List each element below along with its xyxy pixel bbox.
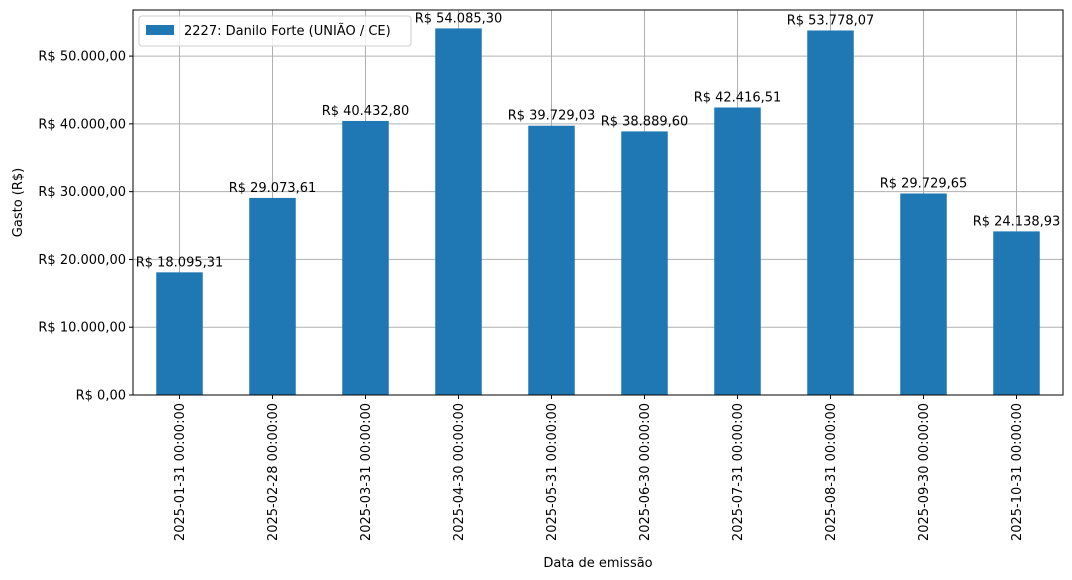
bar [156, 272, 203, 395]
x-tick-label: 2025-08-31 00:00:00 [824, 403, 839, 541]
data-label: R$ 53.778,07 [787, 13, 875, 28]
bars [156, 28, 1040, 396]
bar [993, 231, 1040, 395]
x-axis-ticks: 2025-01-31 00:00:00 2025-02-28 00:00:00 20… [173, 395, 1025, 541]
x-tick-label: 2025-09-30 00:00:00 [917, 403, 932, 541]
y-axis-ticks: R$ 0,00 R$ 10.000,00 R$ 20.000,00 R$ 30.000… [38, 50, 133, 404]
data-label: R$ 39.729,03 [508, 109, 596, 124]
bar [342, 120, 389, 396]
data-labels: R$ 18.095,31 R$ 29.073,61 R$ 40.432,80 R$ 5… [136, 11, 1061, 270]
bar [249, 197, 296, 395]
x-tick-label: 2025-04-30 00:00:00 [452, 403, 467, 541]
data-label: R$ 54.085,30 [415, 11, 503, 26]
y-tick-label: R$ 10.000,00 [38, 321, 126, 336]
legend: 2227: Danilo Forte (UNIÃO / CE) [138, 15, 412, 47]
bar [528, 125, 575, 395]
y-tick-label: R$ 30.000,00 [38, 185, 126, 200]
y-tick-label: R$ 20.000,00 [38, 253, 126, 268]
y-tick-label: R$ 40.000,00 [38, 117, 126, 132]
x-tick-label: 2025-03-31 00:00:00 [359, 403, 374, 541]
x-tick-label: 2025-01-31 00:00:00 [173, 403, 188, 541]
data-label: R$ 24.138,93 [973, 214, 1061, 229]
y-tick-label: R$ 50.000,00 [38, 50, 126, 65]
data-label: R$ 29.729,65 [880, 176, 968, 191]
y-tick-label: R$ 0,00 [76, 389, 126, 404]
legend-box [138, 15, 412, 47]
data-label: R$ 38.889,60 [601, 114, 689, 129]
bar [621, 131, 668, 395]
bar [714, 107, 761, 396]
x-tick-label: 2025-06-30 00:00:00 [638, 403, 653, 541]
data-label: R$ 42.416,51 [694, 90, 782, 105]
x-tick-label: 2025-07-31 00:00:00 [731, 403, 746, 541]
y-axis-title: Gasto (R$) [11, 168, 26, 237]
legend-label: 2227: Danilo Forte (UNIÃO / CE) [184, 23, 391, 39]
data-label: R$ 29.073,61 [229, 181, 317, 196]
x-tick-label: 2025-05-31 00:00:00 [545, 403, 560, 541]
x-axis-title: Data de emissão [543, 556, 652, 571]
x-tick-label: 2025-02-28 00:00:00 [266, 403, 281, 541]
bar [807, 30, 854, 395]
data-label: R$ 18.095,31 [136, 255, 224, 270]
bar [900, 193, 947, 395]
data-label: R$ 40.432,80 [322, 104, 410, 119]
bar [435, 28, 482, 395]
legend-swatch [146, 25, 174, 35]
x-tick-label: 2025-10-31 00:00:00 [1010, 403, 1025, 541]
plot-frame [132, 9, 1064, 396]
